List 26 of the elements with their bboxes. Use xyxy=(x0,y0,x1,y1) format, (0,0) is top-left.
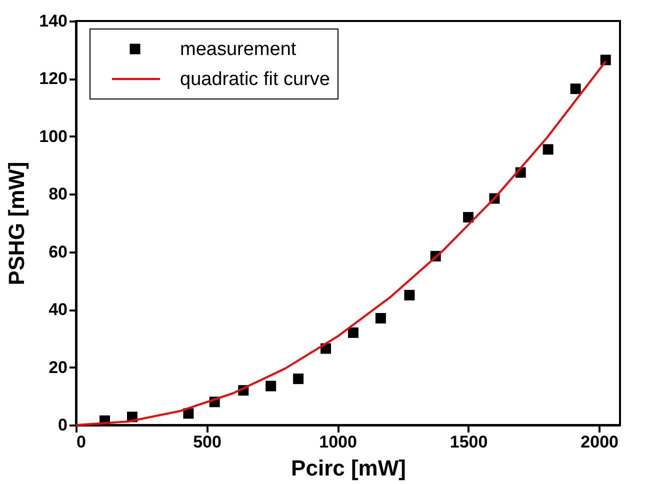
legend-label: measurement xyxy=(180,39,297,60)
y-axis-title: PSHG [mW] xyxy=(4,162,30,286)
legend-label: quadratic fit curve xyxy=(180,69,330,90)
point xyxy=(293,374,304,384)
x-tick-label: 500 xyxy=(193,432,222,452)
y-tick-label: 20 xyxy=(48,358,68,377)
point xyxy=(348,327,358,338)
x-tick-label: 1500 xyxy=(450,432,488,452)
x-axis-title: Pcirc [mW] xyxy=(291,456,406,480)
y-tick-label: 100 xyxy=(39,126,68,146)
y-tick-label: 140 xyxy=(39,12,68,30)
point xyxy=(570,84,581,94)
x-tick-label: 1000 xyxy=(319,432,357,452)
point xyxy=(600,54,611,66)
point xyxy=(375,312,386,324)
y-tick-label: 0 xyxy=(58,416,68,434)
x-tick-label: 0 xyxy=(76,432,86,452)
point xyxy=(542,144,554,155)
y-tick-label: 60 xyxy=(48,242,68,262)
point xyxy=(404,290,415,300)
y-tick-label: 120 xyxy=(39,69,68,88)
x-tick-label: 2000 xyxy=(580,432,618,452)
y-tick-label: 40 xyxy=(48,300,68,320)
point xyxy=(266,380,276,392)
point xyxy=(463,212,474,222)
y-tick-label: 80 xyxy=(48,184,68,204)
